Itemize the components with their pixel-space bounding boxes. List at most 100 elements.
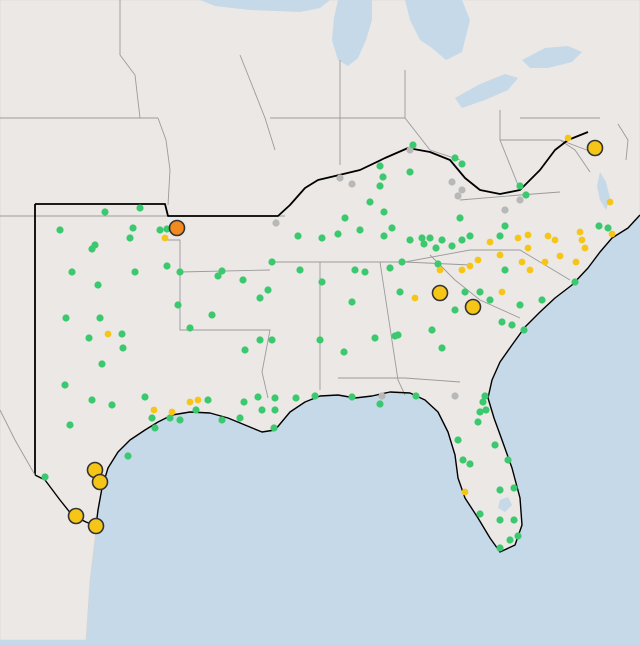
monitor-moderate-marker[interactable]	[411, 294, 419, 302]
monitor-moderate-marker[interactable]	[608, 230, 616, 238]
monitor-good-marker[interactable]	[318, 278, 326, 286]
monitor-good-marker[interactable]	[376, 182, 384, 190]
monitor-good-marker[interactable]	[66, 421, 74, 429]
monitor-good-marker[interactable]	[481, 392, 489, 400]
monitor-good-marker[interactable]	[376, 162, 384, 170]
monitor-good-marker[interactable]	[88, 396, 96, 404]
monitor-good-marker[interactable]	[256, 294, 264, 302]
monitor-good-marker[interactable]	[129, 224, 137, 232]
monitor-good-marker[interactable]	[366, 198, 374, 206]
monitor-good-marker[interactable]	[85, 334, 93, 342]
monitor-good-marker[interactable]	[459, 456, 467, 464]
monitor-good-marker[interactable]	[514, 532, 522, 540]
monitor-good-marker[interactable]	[510, 484, 518, 492]
monitor-moderate-marker[interactable]	[606, 198, 614, 206]
monitor-good-marker[interactable]	[595, 222, 603, 230]
monitor-good-marker[interactable]	[380, 232, 388, 240]
monitor-moderate-marker[interactable]	[474, 256, 482, 264]
monitor-moderate-marker[interactable]	[576, 228, 584, 236]
monitor-good-marker[interactable]	[334, 230, 342, 238]
monitor-good-marker[interactable]	[292, 394, 300, 402]
monitor-good-marker[interactable]	[388, 224, 396, 232]
monitor-good-marker[interactable]	[98, 360, 106, 368]
monitor-good-marker[interactable]	[236, 414, 244, 422]
monitor-moderate-marker[interactable]	[572, 258, 580, 266]
monitor-good-marker[interactable]	[214, 272, 222, 280]
monitor-good-marker[interactable]	[271, 406, 279, 414]
monitor-unknown-marker[interactable]	[451, 392, 459, 400]
monitor-good-marker[interactable]	[466, 232, 474, 240]
monitor-good-marker[interactable]	[434, 260, 442, 268]
monitor-good-marker[interactable]	[466, 460, 474, 468]
monitor-good-marker[interactable]	[254, 393, 262, 401]
monitor-good-marker[interactable]	[516, 182, 524, 190]
monitor-moderate-marker[interactable]	[578, 236, 586, 244]
monitor-moderate-marker[interactable]	[466, 262, 474, 270]
monitor-good-marker[interactable]	[141, 393, 149, 401]
monitor-good-marker[interactable]	[409, 141, 417, 149]
monitor-good-marker[interactable]	[271, 394, 279, 402]
monitor-good-marker[interactable]	[88, 245, 96, 253]
monitor-good-marker[interactable]	[394, 331, 402, 339]
monitor-good-marker[interactable]	[151, 424, 159, 432]
monitor-good-marker[interactable]	[461, 288, 469, 296]
monitor-good-marker[interactable]	[174, 301, 182, 309]
monitor-good-marker[interactable]	[398, 258, 406, 266]
monitor-moderate-marker[interactable]	[186, 398, 194, 406]
monitor-moderate-marker[interactable]	[514, 234, 522, 242]
monitor-good-marker[interactable]	[126, 234, 134, 242]
monitor-moderate-marker[interactable]	[168, 408, 176, 416]
monitor-good-marker[interactable]	[264, 286, 272, 294]
monitor-good-marker[interactable]	[426, 234, 434, 242]
monitor-good-marker[interactable]	[270, 424, 278, 432]
monitor-good-marker[interactable]	[474, 418, 482, 426]
monitor-good-marker[interactable]	[428, 326, 436, 334]
monitor-moderate-marker[interactable]	[524, 244, 532, 252]
monitor-usg-large-marker[interactable]	[168, 219, 186, 237]
monitor-moderate-large-marker[interactable]	[87, 517, 105, 535]
monitor-good-marker[interactable]	[456, 214, 464, 222]
monitor-good-marker[interactable]	[506, 536, 514, 544]
monitor-good-marker[interactable]	[454, 436, 462, 444]
monitor-good-marker[interactable]	[258, 406, 266, 414]
monitor-good-marker[interactable]	[479, 398, 487, 406]
monitor-moderate-marker[interactable]	[541, 258, 549, 266]
monitor-good-marker[interactable]	[508, 321, 516, 329]
monitor-unknown-marker[interactable]	[454, 192, 462, 200]
monitor-good-marker[interactable]	[406, 168, 414, 176]
monitor-good-marker[interactable]	[516, 301, 524, 309]
monitor-good-marker[interactable]	[148, 414, 156, 422]
monitor-good-marker[interactable]	[186, 324, 194, 332]
monitor-good-marker[interactable]	[41, 473, 49, 481]
monitor-good-marker[interactable]	[208, 311, 216, 319]
monitor-good-marker[interactable]	[351, 266, 359, 274]
monitor-good-marker[interactable]	[118, 330, 126, 338]
monitor-good-marker[interactable]	[341, 214, 349, 222]
monitor-moderate-marker[interactable]	[551, 236, 559, 244]
monitor-moderate-marker[interactable]	[436, 266, 444, 274]
monitor-good-marker[interactable]	[318, 234, 326, 242]
monitor-good-marker[interactable]	[386, 264, 394, 272]
monitor-good-marker[interactable]	[482, 406, 490, 414]
monitor-good-marker[interactable]	[496, 486, 504, 494]
monitor-good-marker[interactable]	[412, 392, 420, 400]
monitor-unknown-marker[interactable]	[458, 186, 466, 194]
monitor-good-marker[interactable]	[124, 452, 132, 460]
monitor-good-marker[interactable]	[240, 398, 248, 406]
monitor-good-marker[interactable]	[176, 268, 184, 276]
monitor-good-marker[interactable]	[256, 336, 264, 344]
monitor-good-marker[interactable]	[239, 276, 247, 284]
monitor-unknown-marker[interactable]	[378, 392, 386, 400]
monitor-moderate-marker[interactable]	[544, 232, 552, 240]
monitor-good-marker[interactable]	[348, 298, 356, 306]
monitor-good-marker[interactable]	[520, 326, 528, 334]
monitor-moderate-marker[interactable]	[556, 252, 564, 260]
monitor-moderate-large-marker[interactable]	[431, 284, 449, 302]
monitor-good-marker[interactable]	[371, 334, 379, 342]
monitor-moderate-marker[interactable]	[564, 134, 572, 142]
monitor-good-marker[interactable]	[61, 381, 69, 389]
monitor-good-marker[interactable]	[510, 516, 518, 524]
monitor-good-marker[interactable]	[491, 441, 499, 449]
monitor-good-marker[interactable]	[348, 393, 356, 401]
monitor-moderate-large-marker[interactable]	[586, 139, 604, 157]
